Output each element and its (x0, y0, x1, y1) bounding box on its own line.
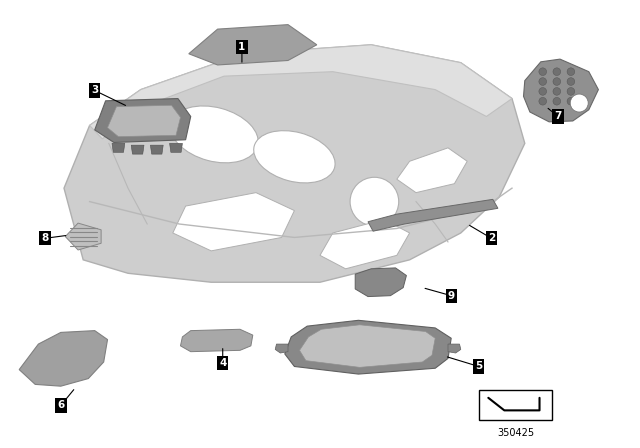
Polygon shape (355, 268, 406, 297)
Circle shape (350, 177, 399, 226)
Circle shape (539, 97, 547, 105)
Circle shape (567, 97, 575, 105)
Circle shape (553, 78, 561, 86)
Circle shape (553, 97, 561, 105)
Ellipse shape (253, 131, 335, 183)
Polygon shape (170, 143, 182, 152)
Polygon shape (131, 145, 144, 154)
Circle shape (570, 94, 588, 112)
Polygon shape (180, 329, 253, 352)
Circle shape (553, 68, 561, 76)
Polygon shape (90, 45, 512, 139)
Polygon shape (320, 220, 410, 269)
Ellipse shape (171, 106, 258, 163)
Text: 1: 1 (238, 42, 246, 52)
Text: 7: 7 (554, 112, 562, 121)
Polygon shape (300, 325, 435, 367)
Text: 5: 5 (475, 362, 483, 371)
Bar (479, 390, 552, 420)
Circle shape (539, 87, 547, 95)
Polygon shape (448, 344, 461, 353)
Circle shape (553, 87, 561, 95)
Polygon shape (189, 25, 317, 65)
Circle shape (567, 68, 575, 76)
Circle shape (567, 78, 575, 86)
Polygon shape (64, 45, 525, 282)
Text: 4: 4 (219, 358, 227, 368)
Polygon shape (173, 193, 294, 251)
Polygon shape (19, 331, 108, 386)
Polygon shape (112, 143, 125, 152)
Circle shape (539, 68, 547, 76)
Polygon shape (108, 105, 180, 137)
Text: 3: 3 (91, 86, 99, 95)
Text: 6: 6 (57, 401, 65, 410)
Polygon shape (524, 59, 598, 122)
Text: 350425: 350425 (497, 428, 534, 438)
Polygon shape (368, 199, 498, 231)
Circle shape (567, 87, 575, 95)
Polygon shape (95, 99, 191, 142)
Polygon shape (275, 344, 288, 353)
Circle shape (539, 78, 547, 86)
Polygon shape (65, 223, 101, 250)
Polygon shape (150, 145, 163, 154)
Text: 9: 9 (447, 291, 455, 301)
Polygon shape (397, 148, 467, 193)
Text: 2: 2 (488, 233, 495, 243)
Text: 8: 8 (41, 233, 49, 243)
Polygon shape (285, 320, 451, 374)
